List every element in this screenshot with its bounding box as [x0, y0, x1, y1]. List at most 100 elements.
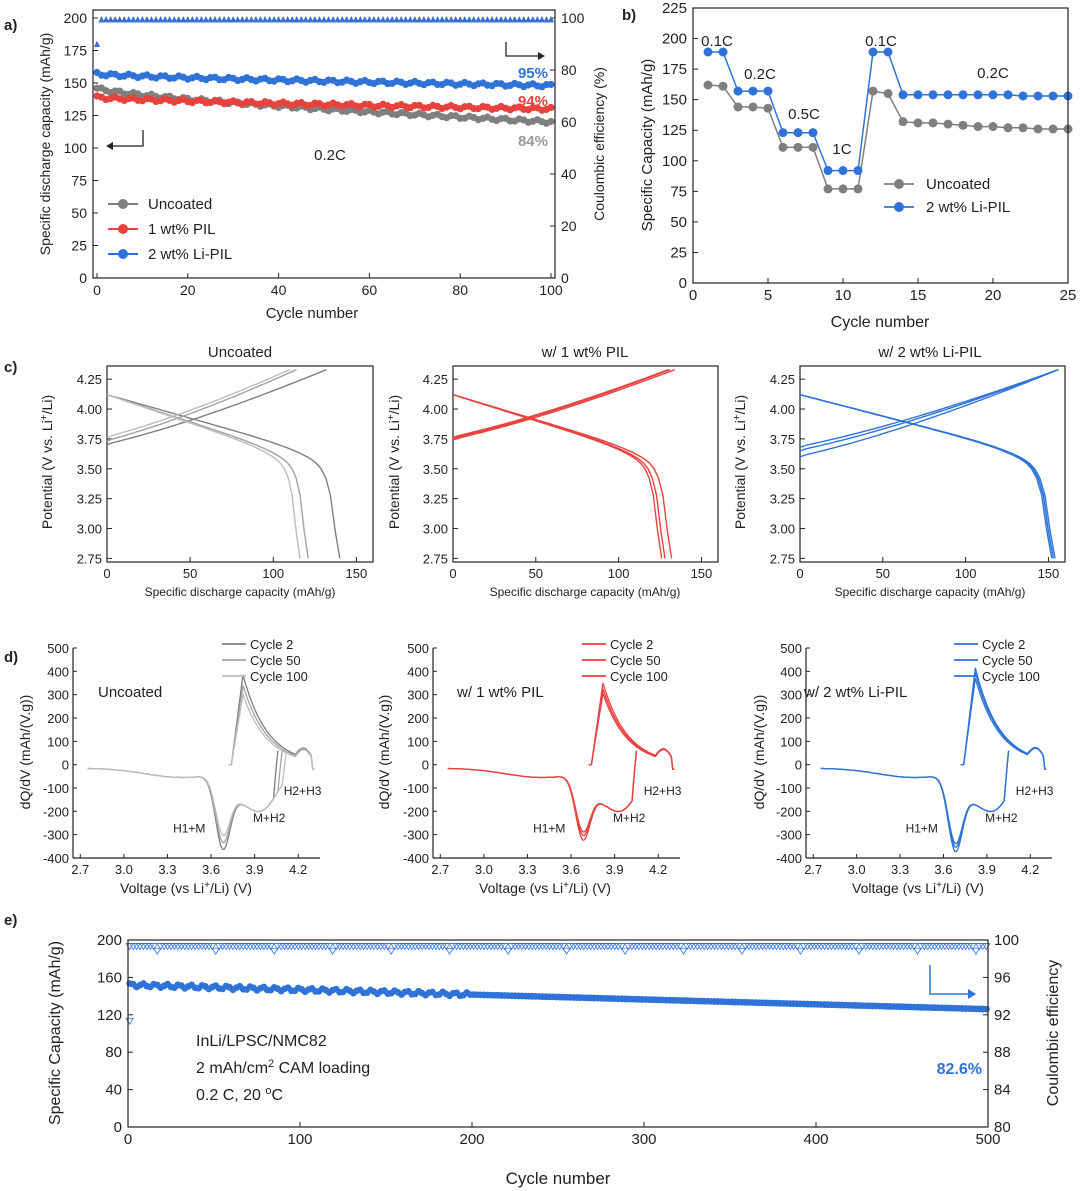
panel-b-rate-5: 0.1C	[865, 33, 897, 50]
e-ce-marker	[201, 943, 210, 951]
b-series-point	[1048, 124, 1058, 134]
a-xtick-label: 80	[452, 282, 468, 298]
a-xtick-label: 100	[539, 282, 563, 298]
a-ce-marker	[261, 16, 268, 23]
d-xtick-label: 3.9	[978, 862, 996, 877]
a-y2tick-label: 20	[561, 218, 577, 234]
a-ce-marker	[193, 16, 200, 23]
a-ce-marker	[525, 16, 532, 23]
d-ytick-label: -300	[776, 828, 802, 843]
d-peak-label: M+H2	[253, 811, 286, 825]
panel-d-label: d)	[4, 649, 18, 666]
legend-marker-lipil	[118, 249, 128, 259]
c-xtick-label: 100	[608, 566, 630, 581]
e-ce-marker	[256, 943, 265, 951]
a-ce-marker	[148, 16, 155, 23]
c-ytick-label: 3.75	[770, 432, 795, 447]
e-ce-marker	[720, 943, 730, 951]
e-ce-marker	[128, 943, 138, 951]
e-ce-marker	[896, 943, 905, 951]
e-ce-marker	[892, 943, 902, 951]
a-ce-marker	[330, 16, 337, 23]
e-ce-marker	[517, 943, 527, 951]
panel-b-rate-6: 0.2C	[977, 65, 1009, 82]
panel-a-ylabel: Specific discharge capacity (mAh/g)	[37, 33, 53, 256]
e-ce-marker	[404, 943, 413, 951]
d-ytick-label: -200	[403, 804, 429, 819]
d-discharge-curve	[447, 750, 638, 833]
e-ce-marker	[149, 943, 158, 951]
panel-c3-title: w/ 2 wt% Li-PIL	[877, 344, 981, 361]
e-ce-marker	[679, 947, 688, 956]
a-ce-marker	[543, 16, 550, 23]
e-ce-marker	[297, 943, 306, 951]
e-ce-marker	[228, 943, 238, 951]
d-xtick-label: 3.0	[115, 862, 133, 877]
e-ce-marker	[600, 943, 609, 951]
a-ce-marker	[443, 16, 450, 23]
d-xtick-label: 4.2	[1021, 862, 1039, 877]
d-charge-curve	[228, 685, 315, 770]
c-ytick-label: 3.00	[77, 522, 102, 537]
e-ce-marker	[283, 943, 293, 951]
panel-e-arrow	[929, 965, 976, 999]
c-discharge-curve	[106, 394, 341, 559]
a-ce-marker	[484, 16, 491, 23]
e-ce-marker	[170, 943, 179, 951]
panel-d2-xlabel: Voltage (vs Li+/Li) (V)	[479, 880, 611, 896]
e-ce-marker	[748, 943, 757, 951]
a-ce-marker	[507, 16, 514, 23]
a-ce-marker	[289, 16, 296, 23]
legend-pil: 1 wt% PIL	[148, 221, 216, 238]
e-ce-marker	[476, 943, 485, 951]
legend-marker-uncoated-b	[894, 179, 904, 189]
a-ce-marker	[375, 16, 382, 23]
b-ytick-label: 200	[662, 31, 687, 48]
b-series-point	[973, 122, 983, 132]
a-ce-marker	[153, 16, 160, 23]
b-series-point	[1033, 124, 1043, 134]
e-ce-marker	[792, 943, 802, 951]
panel-d3-ylabel: dQ/dV (mAh/(V.g))	[751, 695, 767, 810]
b-ytick-label: 150	[662, 92, 687, 109]
c-discharge-curve	[799, 394, 1053, 559]
d-legend-label: Cycle 2	[610, 637, 653, 652]
e-ce-marker	[373, 943, 382, 951]
e-ce-marker	[386, 947, 396, 956]
e-ce-marker	[761, 943, 771, 951]
e-ytick-label: 80	[105, 1044, 122, 1061]
e-ce-marker	[638, 943, 647, 951]
panel-d2-title: w/ 1 wt% PIL	[456, 684, 544, 701]
d-ytick-label: 100	[47, 734, 69, 749]
e-ce-marker	[710, 943, 719, 951]
e-ce-marker	[252, 943, 262, 951]
a-ce-marker	[425, 16, 432, 23]
panel-b-label: b)	[622, 7, 636, 24]
b-ytick-label: 175	[662, 61, 687, 78]
b-series-point	[808, 142, 818, 152]
b-series-point	[853, 166, 863, 176]
d-xtick-label: 3.6	[202, 862, 220, 877]
b-series-point	[928, 118, 938, 128]
e-ce-marker	[514, 943, 523, 951]
d-xtick-label: 3.0	[848, 862, 866, 877]
e-ce-marker	[369, 943, 379, 951]
d-ytick-label: -400	[403, 851, 429, 866]
a-ce-marker	[493, 16, 500, 23]
e-ce-marker	[356, 943, 365, 951]
e-ce-marker	[431, 943, 441, 951]
b-xtick-label: 25	[1060, 287, 1077, 304]
a-ytick-label: 125	[64, 108, 88, 124]
panel-a-retention-red: 94%	[518, 93, 548, 110]
b-series-point	[748, 86, 758, 96]
a-ce-marker	[398, 16, 405, 23]
e-ce-marker	[314, 943, 324, 951]
a-ce-marker	[266, 16, 273, 23]
d-xtick-label: 4.2	[649, 862, 667, 877]
e-ce-marker	[311, 943, 320, 951]
e-y2tick-label: 84	[994, 1082, 1011, 1099]
e-ce-marker	[173, 943, 183, 951]
b-series-point	[823, 184, 833, 194]
c-ytick-label: 2.75	[423, 551, 448, 566]
d-peak-label: M+H2	[613, 811, 646, 825]
